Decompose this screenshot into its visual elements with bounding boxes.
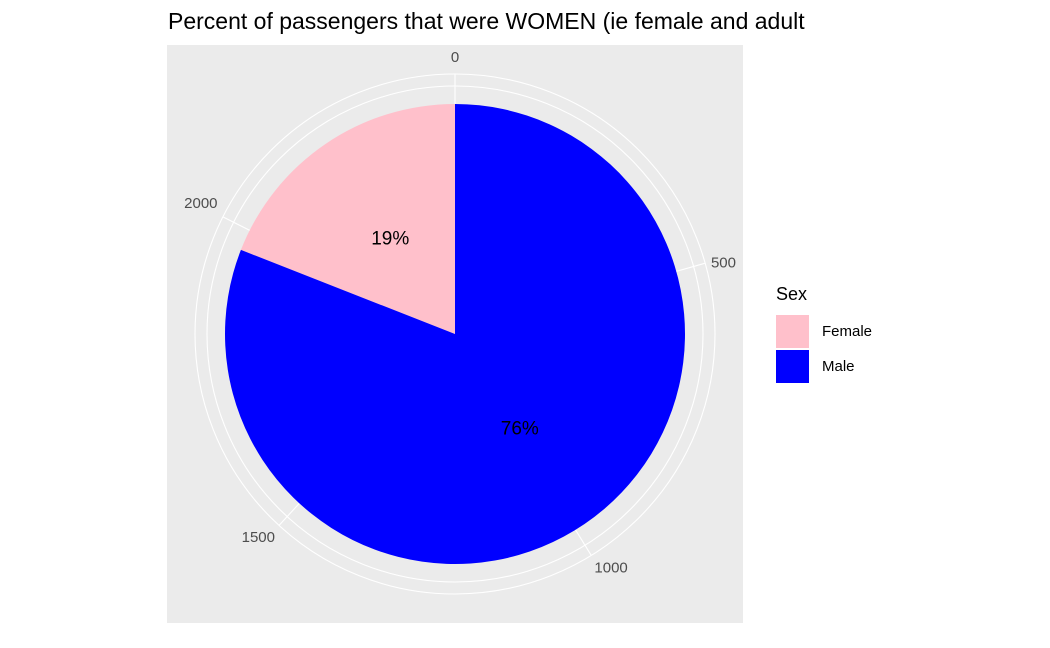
legend-label-male: Male [822, 358, 855, 375]
axis-tick-label: 1000 [594, 560, 627, 577]
axis-tick-label: 500 [711, 255, 736, 272]
legend-key-female [776, 315, 809, 348]
axis-tick-label: 0 [451, 49, 459, 66]
slice-label-female: 19% [371, 228, 409, 249]
pie-slice-male [224, 104, 685, 564]
chart-title: Percent of passengers that were WOMEN (i… [168, 8, 805, 34]
slice-label-male: 76% [501, 419, 539, 440]
label-layer: 19% 76% [371, 228, 539, 439]
legend: Sex Female Male [776, 284, 872, 384]
legend-title: Sex [776, 284, 808, 304]
grid-circle [194, 73, 716, 595]
grid-circle [206, 85, 704, 583]
tick-layer: 0 500 1000 1500 2000 [184, 49, 736, 577]
legend-key-male [776, 350, 809, 383]
axis-tick-label: 1500 [242, 529, 275, 546]
legend-item-female: Female [776, 314, 872, 349]
slice-layer [224, 103, 685, 564]
pie-slice-female [240, 103, 455, 334]
axis-tick-label: 2000 [184, 195, 217, 212]
legend-item-male: Male [776, 349, 872, 384]
legend-label-female: Female [822, 323, 873, 340]
